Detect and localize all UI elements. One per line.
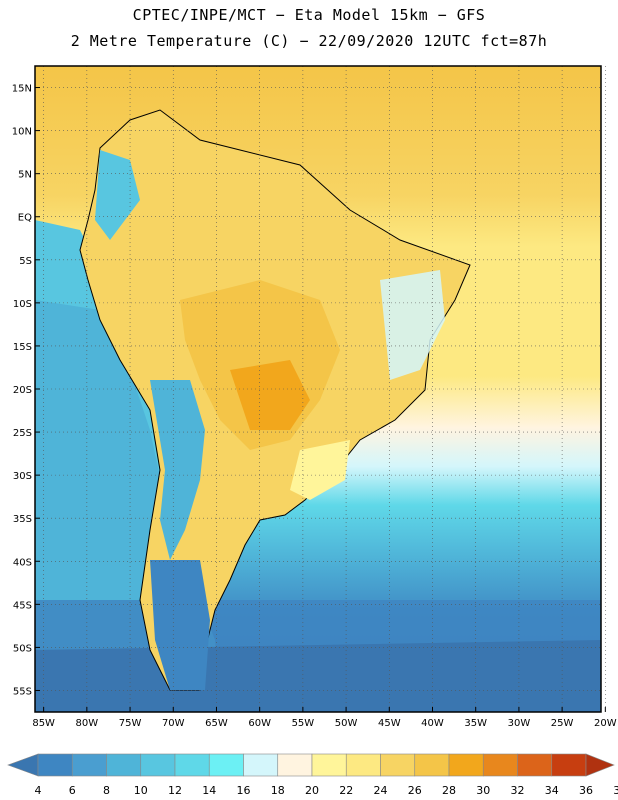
colorbar-label: 36 (579, 784, 593, 797)
map-title-line2: 2 Metre Temperature (C) − 22/09/2020 12U… (70, 32, 548, 50)
lon-tick-label: 65W (205, 718, 228, 729)
colorbar-label: 26 (408, 784, 422, 797)
lat-tick-label: 45S (13, 600, 32, 611)
colorbar-label: 4 (35, 784, 42, 797)
colorbar-box (243, 753, 279, 777)
lat-tick-label: 55S (13, 686, 32, 697)
colorbar-max-arrow (585, 753, 615, 777)
lat-tick-label: EQ (18, 213, 32, 224)
lon-tick-label: 20W (594, 718, 617, 729)
lat-tick-label: 15N (12, 84, 32, 95)
colorbar-box (517, 753, 553, 777)
colorbar-label: 16 (237, 784, 251, 797)
latitude-axis: 15N 10N 5N EQ 5S 10S 15S 20S 25S 30S 35S 40S 45S 50S 5… (12, 84, 40, 697)
colorbar-min-arrow (7, 753, 39, 777)
central-andes-cold (150, 380, 205, 560)
colorbar-label: 14 (202, 784, 216, 797)
colorbar-box (106, 753, 142, 777)
colorbar-label: 34 (545, 784, 559, 797)
colorbar-label: 30 (476, 784, 490, 797)
colorbar-box (380, 753, 416, 777)
colorbar-box (277, 753, 313, 777)
lon-tick-label: 40W (421, 718, 444, 729)
lat-tick-label: 35S (13, 514, 32, 525)
eastern-brazil-cool (380, 270, 445, 380)
map-title-line1: CPTEC/INPE/MCT − Eta Model 15km − GFS (132, 6, 486, 24)
colorbar-label: 10 (134, 784, 148, 797)
lon-tick-label: 30W (508, 718, 531, 729)
colorbar-box (71, 753, 107, 777)
lon-tick-label: 75W (119, 718, 142, 729)
lon-tick-label: 45W (378, 718, 401, 729)
colorbar-label: 6 (69, 784, 76, 797)
lat-tick-label: 25S (13, 428, 32, 439)
colorbar-box (140, 753, 176, 777)
lon-tick-label: 80W (76, 718, 99, 729)
lat-tick-label: 50S (13, 643, 32, 654)
longitude-axis: 85W 80W 75W 70W 65W 60W 55W 50W 45W 40W 35W 30W 25W 2… (32, 707, 617, 729)
colorbar-box (345, 753, 381, 777)
lat-tick-label: 10N (12, 127, 32, 138)
colorbar-box (414, 753, 450, 777)
lon-tick-label: 85W (32, 718, 55, 729)
colorbar-label: 28 (442, 784, 456, 797)
colorbar-box (174, 753, 210, 777)
lon-tick-label: 35W (464, 718, 487, 729)
colorbar-box (551, 753, 587, 777)
colorbar-label: 20 (305, 784, 319, 797)
southern-brazil-mild (290, 440, 350, 500)
southern-ocean-cold (35, 640, 601, 712)
northern-andes-cold (95, 150, 140, 240)
colorbar-label: 24 (374, 784, 388, 797)
lat-tick-label: 40S (13, 557, 32, 568)
colorbar-label: 12 (168, 784, 182, 797)
patagonia-cold (150, 560, 210, 690)
hot-spot-region (230, 360, 310, 430)
temperature-colorbar: 4 6 8 10 12 14 16 18 20 22 24 26 28 30 32 34 36 38 (7, 753, 618, 797)
colorbar-box (311, 753, 347, 777)
lat-tick-label: 5S (19, 256, 32, 267)
colorbar-box (448, 753, 484, 777)
lat-tick-label: 10S (13, 299, 32, 310)
colorbar-label: 32 (511, 784, 525, 797)
lat-tick-label: 15S (13, 342, 32, 353)
colorbar-label: 18 (271, 784, 285, 797)
lon-tick-label: 25W (551, 718, 574, 729)
colorbar-label: 38 (613, 784, 618, 797)
colorbar-label: 22 (339, 784, 353, 797)
lon-tick-label: 50W (335, 718, 358, 729)
lat-tick-label: 30S (13, 471, 32, 482)
colorbar-label: 8 (103, 784, 110, 797)
lon-tick-label: 55W (292, 718, 315, 729)
colorbar-box (37, 753, 73, 777)
lon-tick-label: 60W (248, 718, 271, 729)
lon-tick-label: 70W (162, 718, 185, 729)
lat-tick-label: 20S (13, 385, 32, 396)
map-field (35, 66, 601, 712)
colorbar-box (482, 753, 518, 777)
lat-tick-label: 5N (18, 170, 32, 181)
colorbar-box (208, 753, 244, 777)
